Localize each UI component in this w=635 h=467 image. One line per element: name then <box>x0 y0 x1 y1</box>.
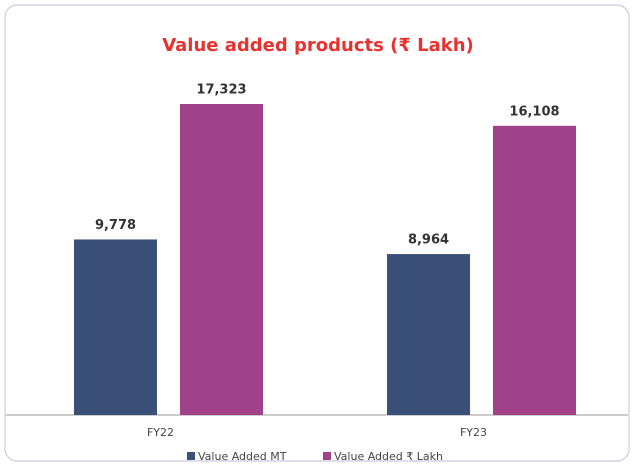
data-label: 16,108 <box>509 104 559 119</box>
bar <box>180 104 263 415</box>
legend-swatch <box>187 452 195 460</box>
frame <box>4 4 630 462</box>
x-tick-label: FY22 <box>147 426 174 439</box>
x-tick-label: FY23 <box>460 426 487 439</box>
bar <box>74 239 157 415</box>
chart-title: Value added products (₹ Lakh) <box>162 35 474 56</box>
bar <box>387 254 470 415</box>
legend-swatch <box>323 452 331 460</box>
data-label: 17,323 <box>196 83 246 98</box>
legend-label: Value Added ₹ Lakh <box>334 450 443 463</box>
bar <box>493 125 576 416</box>
legend-label: Value Added MT <box>198 450 287 463</box>
data-label: 8,964 <box>408 233 449 248</box>
data-label: 9,778 <box>95 218 136 233</box>
